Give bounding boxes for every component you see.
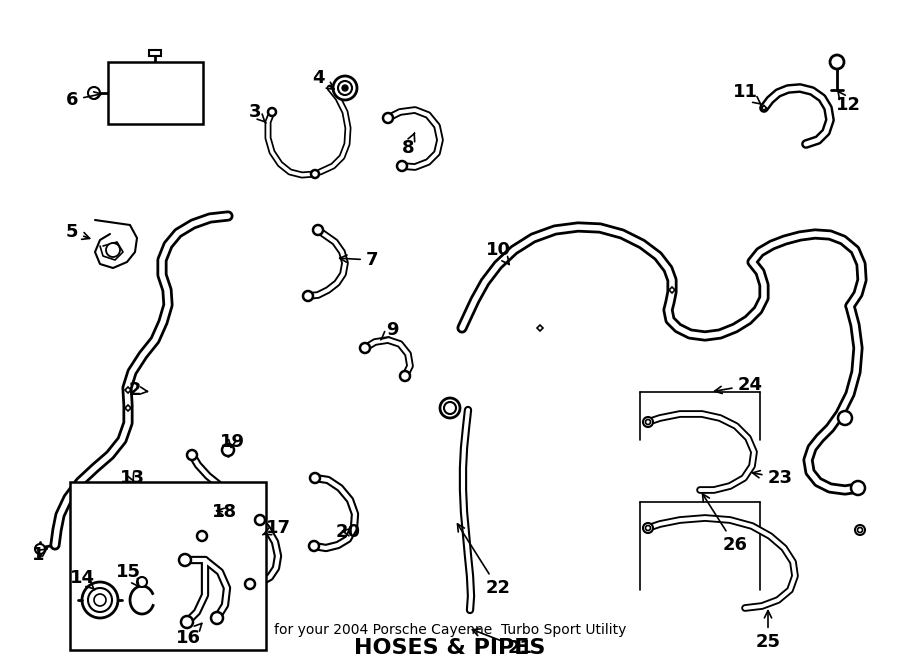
Polygon shape: [125, 387, 131, 393]
Polygon shape: [125, 405, 131, 411]
Text: 14: 14: [69, 569, 94, 590]
Text: 1: 1: [32, 546, 47, 564]
Text: 3: 3: [248, 103, 266, 123]
Text: 21: 21: [472, 629, 533, 657]
Circle shape: [311, 170, 319, 178]
Text: 4: 4: [311, 69, 334, 89]
Circle shape: [222, 444, 234, 456]
Circle shape: [858, 528, 862, 532]
Text: 2: 2: [129, 381, 148, 399]
Circle shape: [342, 85, 348, 91]
Circle shape: [88, 588, 112, 612]
Text: 11: 11: [733, 83, 760, 104]
Polygon shape: [537, 325, 543, 331]
Circle shape: [643, 417, 653, 427]
Circle shape: [444, 402, 456, 414]
Text: 26: 26: [703, 494, 748, 554]
Text: 24: 24: [715, 376, 762, 394]
Circle shape: [187, 450, 197, 460]
Circle shape: [106, 243, 120, 257]
Text: 5: 5: [66, 223, 90, 241]
Circle shape: [333, 76, 357, 100]
Circle shape: [35, 544, 45, 554]
Circle shape: [400, 371, 410, 381]
Circle shape: [309, 541, 319, 551]
Text: 7: 7: [339, 251, 378, 269]
Circle shape: [645, 420, 651, 424]
Text: 9: 9: [381, 321, 398, 340]
Text: 25: 25: [755, 610, 780, 651]
Text: 20: 20: [336, 523, 361, 541]
Circle shape: [841, 414, 849, 422]
Text: 19: 19: [220, 433, 245, 451]
Text: 10: 10: [485, 241, 510, 265]
Circle shape: [268, 108, 276, 116]
Circle shape: [360, 343, 370, 353]
Circle shape: [838, 411, 852, 425]
Circle shape: [94, 594, 106, 606]
Circle shape: [245, 579, 255, 589]
Circle shape: [255, 515, 265, 525]
Text: 12: 12: [835, 91, 860, 114]
Circle shape: [851, 481, 865, 495]
Circle shape: [383, 113, 393, 123]
Polygon shape: [761, 105, 767, 111]
Bar: [149, 50, 161, 56]
Circle shape: [645, 526, 651, 530]
Circle shape: [397, 161, 407, 171]
Text: for your 2004 Porsche Cayenne  Turbo Sport Utility: for your 2004 Porsche Cayenne Turbo Spor…: [274, 623, 626, 637]
Circle shape: [310, 473, 320, 483]
Text: 13: 13: [120, 469, 145, 487]
Circle shape: [830, 55, 844, 69]
Text: 6: 6: [66, 91, 102, 109]
Circle shape: [440, 398, 460, 418]
Circle shape: [338, 81, 352, 95]
Circle shape: [855, 525, 865, 535]
Circle shape: [181, 616, 193, 628]
Text: 22: 22: [457, 524, 510, 597]
Text: 15: 15: [115, 563, 140, 587]
Text: 17: 17: [263, 519, 291, 537]
Text: 8: 8: [401, 133, 415, 157]
Circle shape: [211, 612, 223, 624]
Polygon shape: [669, 287, 675, 293]
Circle shape: [303, 291, 313, 301]
Circle shape: [197, 531, 207, 541]
Circle shape: [137, 577, 147, 587]
Bar: [70, 482, 266, 650]
Text: 18: 18: [212, 503, 238, 521]
Circle shape: [82, 582, 118, 618]
Text: HOSES & PIPES: HOSES & PIPES: [355, 638, 545, 658]
Bar: [108, 62, 203, 124]
Text: 23: 23: [752, 469, 793, 487]
Circle shape: [313, 225, 323, 235]
Circle shape: [643, 523, 653, 533]
Text: 16: 16: [176, 624, 202, 647]
Circle shape: [179, 554, 191, 566]
Circle shape: [88, 87, 100, 99]
